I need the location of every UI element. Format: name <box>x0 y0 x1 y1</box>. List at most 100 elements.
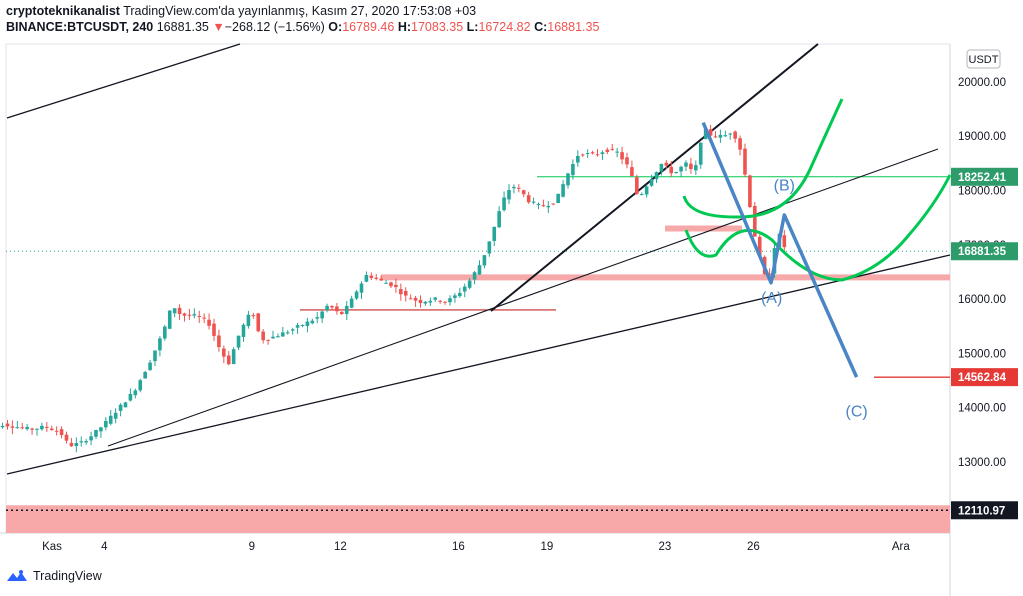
candle-body <box>482 255 487 266</box>
footer-brand[interactable]: TradingView <box>33 569 102 583</box>
candle-body <box>320 311 324 319</box>
price-tick-label: 13000.00 <box>958 457 1006 469</box>
price-tick-label: 20000.00 <box>958 77 1006 89</box>
candle-body <box>684 162 688 167</box>
candle-body <box>379 278 383 281</box>
candle-body <box>310 320 315 324</box>
candle-body <box>546 205 551 208</box>
candle-body <box>590 152 595 154</box>
candle-body <box>69 442 74 447</box>
low-label: L: <box>466 20 479 34</box>
candle-body <box>285 332 290 334</box>
candle-body <box>300 325 305 327</box>
price-label-box <box>951 167 1018 186</box>
time-tick-label: 9 <box>249 541 255 553</box>
candle-body <box>241 324 246 337</box>
candle-body <box>25 426 29 430</box>
publish-line: cryptoteknikanalist TradingView.com'da y… <box>6 3 1016 19</box>
candle-body <box>566 173 570 186</box>
candle-body <box>113 412 118 419</box>
candle-body <box>45 426 49 428</box>
price-tick-label: 19000.00 <box>958 131 1006 143</box>
candle-body <box>639 194 644 196</box>
candle-body <box>84 441 88 443</box>
price-label-value: 16881.35 <box>958 246 1007 258</box>
price-change: −268.12 (−1.56%) <box>224 20 325 34</box>
candle-body <box>615 151 619 153</box>
candle-body <box>99 427 103 432</box>
candle-body <box>340 311 344 315</box>
trendline-lower <box>6 254 951 475</box>
candle-body <box>236 335 241 348</box>
trendline-steep <box>490 43 819 312</box>
candle-body <box>659 163 664 172</box>
candle-body <box>689 163 693 170</box>
publish-info: TradingView.com'da yayınlanmış, Kasım 27… <box>123 4 477 18</box>
candles-group <box>0 124 787 453</box>
candle-body <box>531 201 536 203</box>
candle-body <box>256 313 261 332</box>
low-value: 16724.82 <box>478 20 531 34</box>
candle-body <box>344 305 349 315</box>
candle-body <box>15 427 20 429</box>
price-label-value: 12110.97 <box>958 505 1005 517</box>
candle-body <box>231 349 236 365</box>
candle-body <box>595 154 600 156</box>
candle-body <box>610 148 615 150</box>
candle-body <box>580 154 585 156</box>
author-name[interactable]: cryptoteknikanalist <box>6 4 120 18</box>
support-zone-bottom <box>6 505 950 533</box>
candle-body <box>428 300 433 303</box>
candle-body <box>143 371 147 379</box>
candle-body <box>79 441 84 443</box>
candle-body <box>335 306 339 312</box>
candle-body <box>526 195 531 203</box>
candle-body <box>536 203 541 205</box>
candle-body <box>10 426 15 428</box>
candle-body <box>718 134 723 138</box>
candle-body <box>698 142 703 165</box>
candle-body <box>571 164 575 176</box>
candle-body <box>94 429 98 437</box>
candle-body <box>738 138 742 150</box>
candle-body <box>118 404 123 411</box>
candle-body <box>271 336 275 339</box>
candle-body <box>502 197 506 211</box>
candle-body <box>556 193 560 204</box>
candle-body <box>305 321 310 327</box>
candle-body <box>625 157 629 165</box>
candle-body <box>576 155 580 163</box>
candle-body <box>374 277 379 279</box>
candle-body <box>108 415 113 424</box>
candle-body <box>733 131 737 139</box>
symbol-label[interactable]: BINANCE:BTCUSDT, 240 <box>6 20 154 34</box>
candle-body <box>74 442 79 447</box>
candle-body <box>507 190 511 200</box>
candle-body <box>723 135 728 137</box>
wave-label: (C) <box>845 403 867 420</box>
candle-body <box>438 300 442 302</box>
high-value: 17083.35 <box>411 20 464 34</box>
candle-body <box>448 298 452 303</box>
candle-body <box>163 326 167 339</box>
candle-body <box>477 265 482 275</box>
candle-body <box>226 355 231 365</box>
candle-body <box>197 315 202 317</box>
candle-body <box>325 305 329 311</box>
candle-body <box>462 286 467 292</box>
candle-body <box>694 165 698 171</box>
candle-body <box>600 152 605 155</box>
trendline-middle <box>107 148 939 447</box>
candle-body <box>467 280 472 288</box>
candle-body <box>753 205 757 237</box>
candle-body <box>295 325 300 328</box>
candle-body <box>281 332 285 337</box>
candle-body <box>138 380 143 391</box>
candle-body <box>35 428 39 430</box>
open-value: 16789.46 <box>342 20 395 34</box>
candle-body <box>649 179 654 186</box>
candle-body <box>674 172 678 174</box>
candle-body <box>148 362 152 371</box>
price-label-box <box>951 368 1018 387</box>
